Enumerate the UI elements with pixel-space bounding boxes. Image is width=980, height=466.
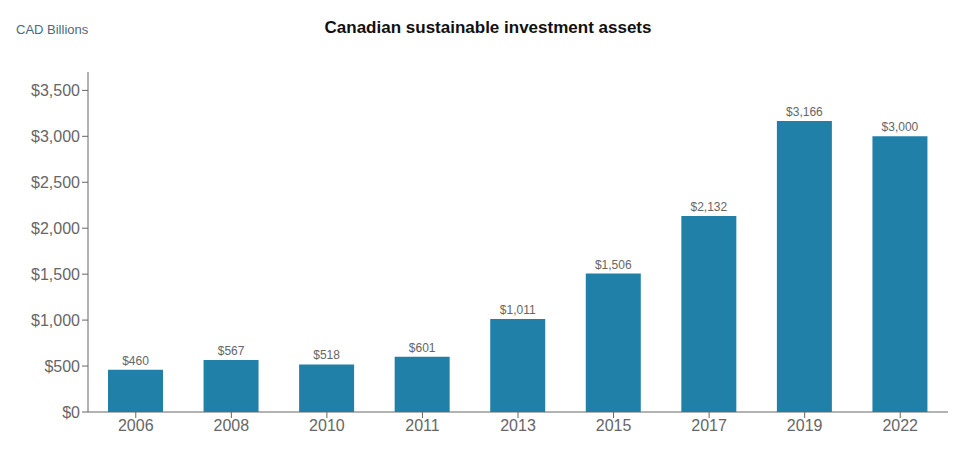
svg-text:$3,000: $3,000 (882, 120, 919, 134)
svg-text:2010: 2010 (309, 417, 345, 434)
svg-text:2022: 2022 (882, 417, 918, 434)
svg-text:2008: 2008 (214, 417, 250, 434)
svg-text:$1,011: $1,011 (500, 303, 536, 317)
svg-text:2011: 2011 (405, 417, 440, 434)
svg-text:$460: $460 (122, 354, 149, 368)
svg-text:$3,000: $3,000 (31, 128, 80, 145)
svg-text:2006: 2006 (118, 417, 154, 434)
html-text:CAD Billions: CAD Billions (16, 22, 89, 37)
svg-text:$2,000: $2,000 (31, 220, 80, 237)
svg-text:2015: 2015 (596, 417, 632, 434)
svg-text:$0: $0 (62, 404, 80, 421)
svg-text:$3,166: $3,166 (786, 105, 823, 119)
svg-text:$518: $518 (313, 348, 340, 362)
svg-text:$1,506: $1,506 (595, 258, 632, 272)
svg-text:$1,000: $1,000 (31, 312, 80, 329)
svg-text:$567: $567 (218, 344, 245, 358)
svg-text:$2,132: $2,132 (690, 200, 727, 214)
svg-text:$500: $500 (44, 358, 80, 375)
svg-text:$1,500: $1,500 (31, 266, 80, 283)
svg-text:2019: 2019 (787, 417, 823, 434)
svg-text:2017: 2017 (691, 417, 727, 434)
svg-text:$601: $601 (409, 341, 436, 355)
svg-text:$3,500: $3,500 (31, 82, 80, 99)
svg-text:$2,500: $2,500 (31, 174, 80, 191)
html-text:Canadian sustainable investmen: Canadian sustainable investment assets (324, 18, 652, 37)
svg-text:2013: 2013 (500, 417, 536, 434)
